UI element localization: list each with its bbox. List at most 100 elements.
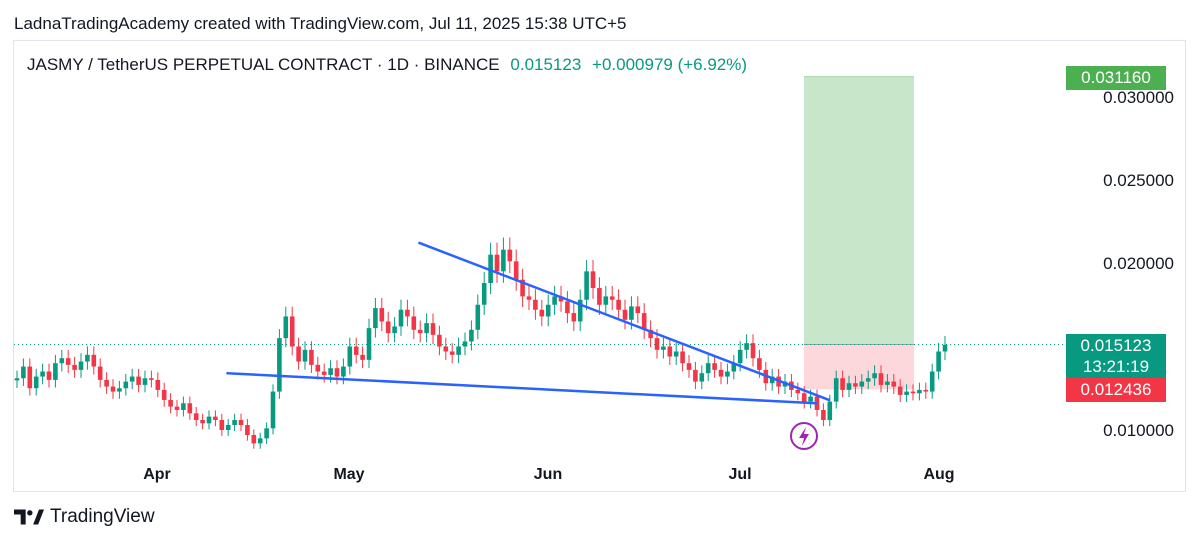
candle-body [225, 424, 231, 430]
candle-body [360, 354, 365, 360]
candle-body [859, 381, 865, 387]
candle-body [616, 299, 621, 310]
candle-body [635, 306, 641, 314]
candle-body [661, 346, 666, 350]
x-label-apr: Apr [143, 466, 171, 483]
candle-body [795, 389, 801, 394]
candle-body [232, 419, 237, 425]
x-label-aug: Aug [923, 466, 955, 483]
candle-body [936, 351, 941, 372]
candle-body [341, 366, 346, 377]
candle-body [289, 316, 295, 347]
candle-body [85, 354, 90, 362]
candle-body [238, 419, 244, 425]
candle-body [750, 343, 756, 359]
candle-body [283, 316, 289, 339]
candle-body [46, 371, 52, 380]
candle-body [699, 373, 705, 382]
candle-body [712, 363, 717, 370]
candle-body [129, 376, 135, 382]
candle-body [917, 389, 922, 394]
trendline-upper [418, 241, 831, 402]
candle-body [686, 363, 692, 370]
candle-body [123, 381, 129, 389]
candle-body [193, 413, 199, 420]
symbol-legend[interactable]: JASMY / TetherUS PERPETUAL CONTRACT · 1D… [27, 55, 747, 75]
candle-body [142, 378, 148, 385]
last-price-value: 0.015123 [510, 55, 582, 74]
candle-body [385, 321, 391, 334]
candle-body [392, 326, 397, 334]
candle-body [347, 346, 353, 367]
candle-body [929, 371, 935, 392]
price-label-0.010: 0.010000 [1103, 421, 1174, 440]
bar-countdown: 13:21:19 [1082, 357, 1150, 376]
candle-body [296, 346, 301, 362]
candle-body [565, 301, 570, 314]
lightning-icon[interactable] [790, 422, 818, 450]
candle-body [827, 401, 833, 420]
candle-body [161, 389, 167, 400]
candle-body [744, 343, 749, 350]
candle-body [725, 371, 730, 377]
candle-body [533, 299, 538, 310]
candle-body [680, 351, 685, 364]
candle-body [136, 376, 141, 385]
candle-body [219, 419, 225, 430]
candle-body [33, 376, 39, 389]
candle-body [910, 391, 916, 394]
candle-body [174, 406, 180, 410]
tradingview-logo-icon [14, 509, 44, 525]
candle-body [309, 349, 314, 365]
candle-body [72, 364, 77, 370]
candle-body [885, 381, 890, 385]
candle-body [104, 379, 109, 387]
candle-body [526, 296, 532, 300]
candle-body [321, 371, 327, 375]
candle-body [379, 308, 385, 322]
candle-body [449, 351, 455, 355]
candle-body [667, 346, 673, 357]
candle-body [417, 329, 423, 334]
stop-zone [804, 344, 914, 390]
footer-brand-text: TradingView [50, 506, 155, 527]
candle-body [270, 391, 276, 429]
candle-body [411, 316, 417, 330]
candle-body [808, 396, 813, 402]
candle-body [187, 403, 193, 414]
candle-body [149, 378, 154, 380]
candle-body [277, 338, 282, 392]
candle-body [520, 279, 525, 297]
current-price-tag: 0.015123 13:21:19 [1066, 334, 1166, 378]
price-change-value: +0.000979 (+6.92%) [592, 55, 748, 74]
candle-body [923, 389, 929, 392]
trendline-lower [226, 371, 818, 405]
candle-body [21, 366, 26, 379]
candle-body [590, 271, 596, 289]
candle-body [545, 304, 551, 317]
candle-body [78, 361, 84, 370]
candle-body [430, 323, 436, 335]
candle-body [539, 309, 545, 317]
candle-body [571, 313, 577, 322]
candle-body [577, 299, 583, 322]
candle-body [424, 323, 429, 334]
candle-body [603, 296, 609, 305]
tradingview-brand[interactable]: TradingView [14, 506, 155, 528]
candle-body [91, 354, 97, 367]
candle-body [673, 351, 679, 357]
symbol-title: JASMY / TetherUS PERPETUAL CONTRACT · 1D… [27, 55, 500, 74]
candle-body [552, 296, 557, 305]
candle-body [904, 391, 909, 395]
candle-body [648, 329, 653, 339]
candle-body [251, 435, 257, 444]
candle-body [840, 378, 845, 390]
candle-body [833, 378, 839, 402]
candle-body [693, 369, 698, 382]
candle-body [405, 309, 410, 317]
candle-body [942, 344, 948, 352]
candle-body [622, 309, 628, 320]
candle-body [213, 416, 218, 420]
candle-body [558, 296, 564, 302]
